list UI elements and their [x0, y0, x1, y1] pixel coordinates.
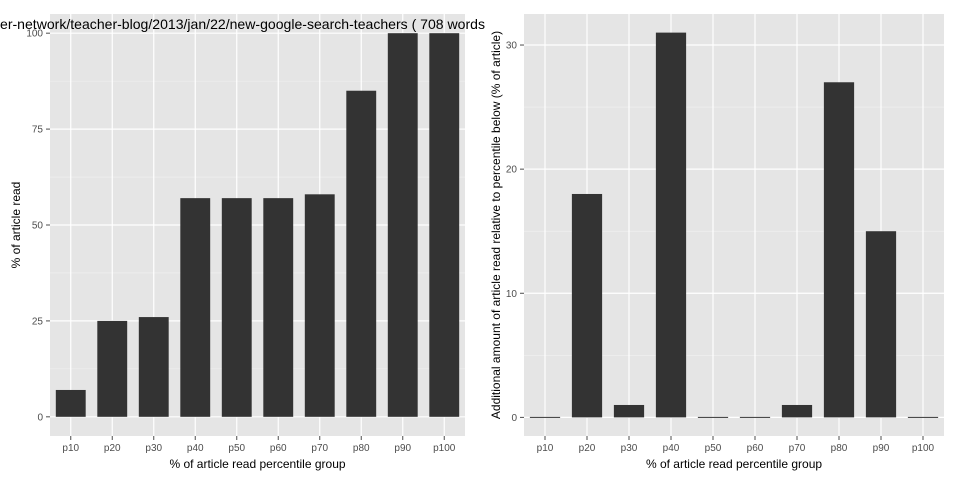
- right-bar-p60: [739, 416, 771, 418]
- right-bar-p90: [865, 231, 897, 418]
- left-x-tick-label: p10: [62, 443, 79, 454]
- left-bar-p50: [221, 198, 252, 417]
- left-y-tick-label: 25: [32, 316, 44, 327]
- right-bar-p20: [571, 193, 603, 418]
- left-bar-p80: [346, 90, 377, 417]
- right-x-tick-label: p40: [663, 443, 680, 454]
- chart-left: 0 25 50 75 100 p10 p20 p30 p40 p50 p60 p70 p80 p90 p10…: [0, 14, 485, 471]
- right-y-tick-label: 0: [511, 413, 517, 424]
- right-bar-p70: [781, 404, 813, 418]
- right-x-tick-label: p70: [789, 443, 806, 454]
- left-bar-p90: [387, 33, 418, 417]
- right-x-tick-label: p90: [873, 443, 890, 454]
- left-x-tick-label: p20: [104, 443, 121, 454]
- right-bar-p100: [907, 416, 939, 418]
- right-bar-p40: [655, 32, 687, 418]
- right-x-tick-label: p60: [747, 443, 764, 454]
- left-bar-p30: [138, 317, 169, 417]
- left-x-tick-label: p30: [145, 443, 162, 454]
- left-y-tick-label: 0: [37, 412, 43, 423]
- left-bar-p100: [429, 33, 460, 417]
- left-bar-p60: [263, 198, 294, 417]
- right-y-tick-label: 20: [506, 165, 518, 176]
- left-bar-p70: [304, 194, 335, 417]
- right-x-tick-label: p20: [579, 443, 596, 454]
- left-x-tick-label: p90: [394, 443, 411, 454]
- left-x-tick-label: p80: [353, 443, 370, 454]
- left-bar-p20: [97, 320, 128, 417]
- left-x-axis-title: % of article read percentile group: [169, 457, 345, 471]
- right-x-tick-label: p100: [912, 443, 935, 454]
- left-bar-p10: [55, 389, 86, 417]
- right-bar-p30: [613, 404, 645, 418]
- left-y-tick-label: 75: [32, 125, 44, 136]
- left-x-tick-label: p100: [433, 443, 456, 454]
- left-x-tick-label: p70: [311, 443, 328, 454]
- chart-right: 0 10 20 30 p10 p20 p30 p40 p50 p60 p70 p80 p90 p100 % …: [489, 14, 944, 471]
- left-y-tick-label: 100: [26, 29, 43, 40]
- right-x-tick-label: p50: [705, 443, 722, 454]
- right-x-tick-label: p30: [621, 443, 638, 454]
- left-y-tick-label: 50: [32, 221, 44, 232]
- right-x-axis-title: % of article read percentile group: [646, 457, 822, 471]
- left-x-tick-label: p50: [228, 443, 245, 454]
- left-x-tick-label: p60: [270, 443, 287, 454]
- right-x-tick-label: p80: [831, 443, 848, 454]
- left-x-tick-label: p40: [187, 443, 204, 454]
- right-bar-p10: [529, 416, 561, 418]
- right-y-tick-label: 10: [506, 289, 518, 300]
- left-bar-p40: [180, 198, 211, 417]
- right-y-axis-title: Additional amount of article read relati…: [489, 31, 503, 419]
- right-bar-p80: [823, 82, 855, 418]
- left-y-axis-title: % of article read: [9, 182, 23, 269]
- right-y-tick-label: 30: [506, 41, 518, 52]
- right-bar-p50: [697, 416, 729, 418]
- right-x-tick-label: p10: [537, 443, 554, 454]
- left-chart-title: er-network/teacher-blog/2013/jan/22/new-…: [0, 16, 485, 32]
